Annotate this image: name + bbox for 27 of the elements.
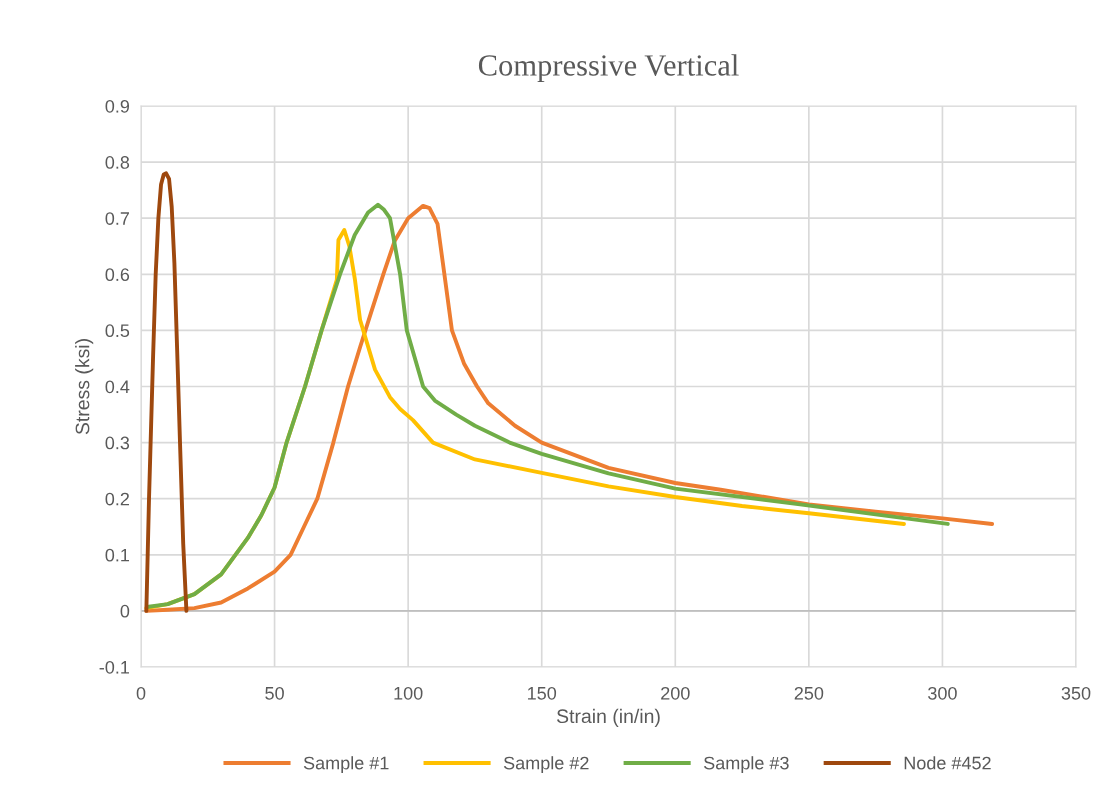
y-tick-label: 0.7 (105, 212, 129, 225)
x-tick-label: 50 (265, 686, 284, 700)
y-tick-label: 0 (120, 604, 130, 618)
y-tick-label: 0.6 (105, 268, 130, 282)
legend-label: Node #452 (904, 756, 991, 770)
x-tick-label: 150 (528, 686, 557, 700)
legend-label: Sample #3 (704, 756, 789, 774)
y-tick-label: 0.8 (105, 156, 130, 169)
legend-label: Sample #1 (303, 756, 389, 774)
x-axis-title: Strain (in/in) (556, 708, 660, 727)
y-tick-label: 0.4 (105, 380, 130, 394)
x-tick-label: 250 (794, 686, 824, 700)
y-tick-label: 0.1 (105, 548, 130, 562)
x-tick-label: 350 (1061, 686, 1091, 700)
legend-label: Sample #2 (503, 756, 589, 774)
y-tick-label: 0.2 (105, 492, 129, 506)
line-series (144, 171, 189, 613)
x-tick-label: 0 (136, 686, 146, 700)
y-tick-label: 0.9 (105, 99, 130, 113)
y-tick-label: 0.5 (105, 324, 130, 338)
y-axis-title: Stress (ksi) (75, 339, 94, 435)
x-tick-label: 100 (394, 686, 423, 700)
chart-title: Compressive Vertical (478, 54, 739, 82)
x-tick-label: 300 (928, 686, 957, 700)
y-tick-label: -0.1 (99, 660, 130, 674)
x-tick-label: 200 (661, 686, 690, 700)
y-tick-label: 0.3 (105, 436, 130, 450)
